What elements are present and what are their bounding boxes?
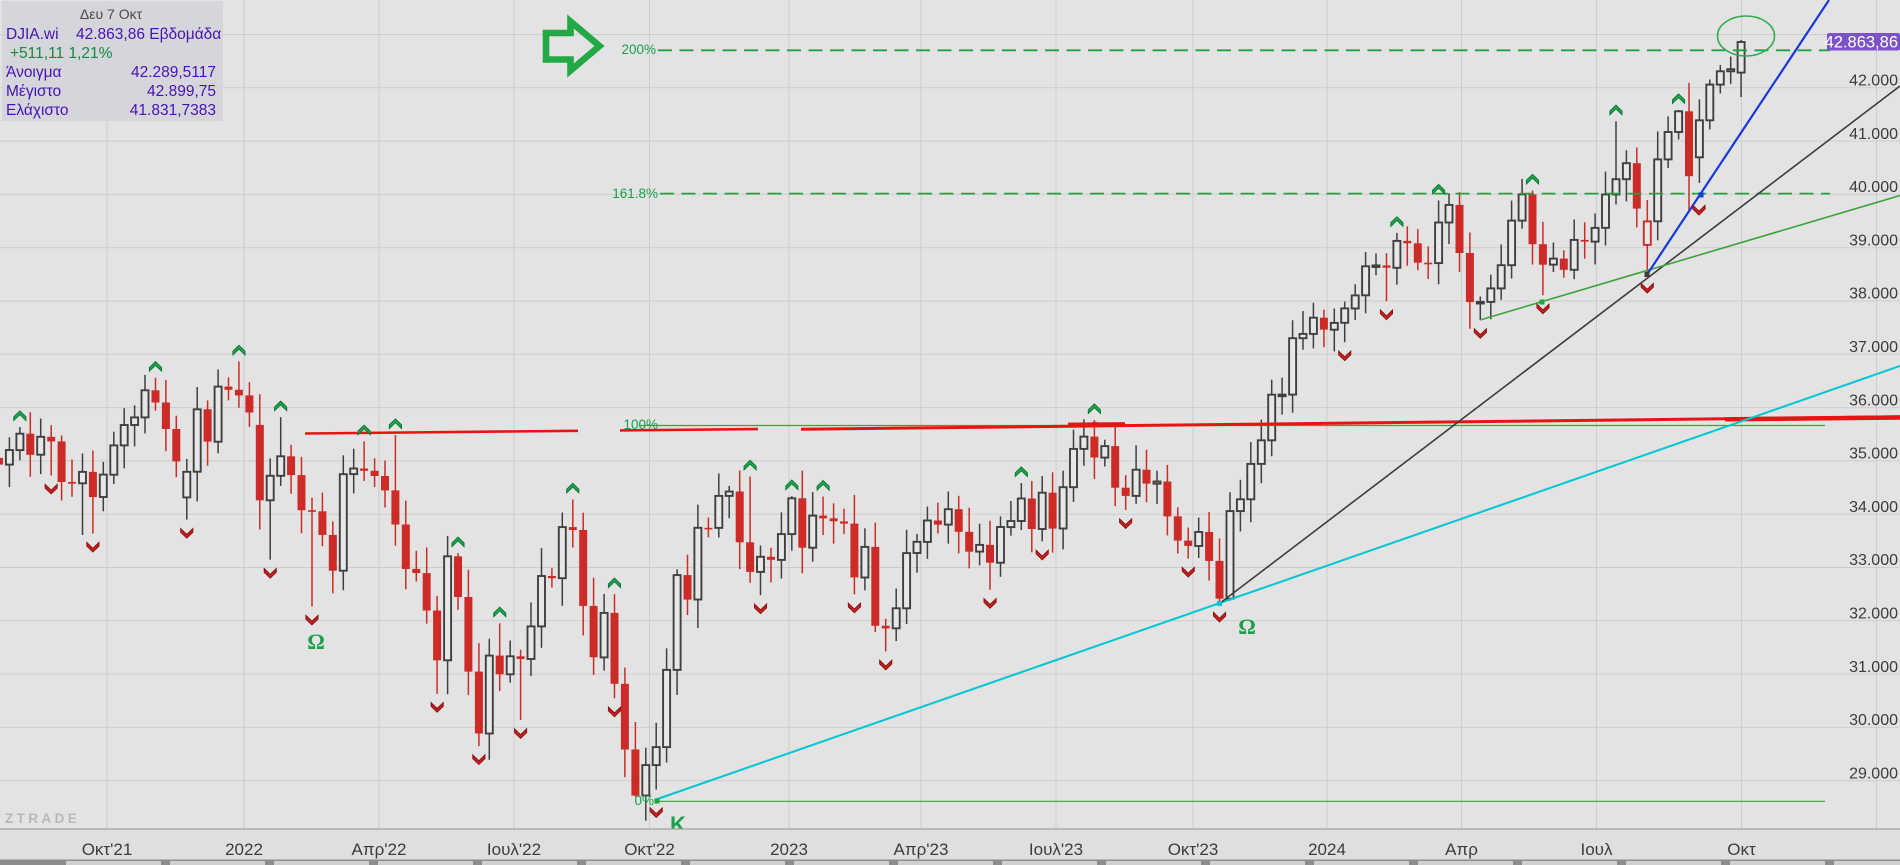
- svg-text:42.863,86 Εβδομάδα: 42.863,86 Εβδομάδα: [76, 26, 221, 43]
- svg-text:34.000: 34.000: [1849, 499, 1898, 516]
- svg-text:Οκτ'22: Οκτ'22: [624, 840, 675, 859]
- svg-text:Άνοιγμα: Άνοιγμα: [6, 64, 62, 81]
- svg-text:Δευ 7 Οκτ: Δευ 7 Οκτ: [80, 6, 143, 22]
- svg-text:41.000: 41.000: [1849, 126, 1898, 143]
- svg-text:200%: 200%: [621, 42, 656, 57]
- svg-text:42.289,5117: 42.289,5117: [131, 64, 216, 81]
- svg-text:Μέγιστο: Μέγιστο: [6, 83, 61, 100]
- svg-text:39.000: 39.000: [1849, 232, 1898, 249]
- svg-text:Απρ'23: Απρ'23: [894, 840, 949, 859]
- svg-text:Ιουλ'23: Ιουλ'23: [1029, 840, 1083, 859]
- svg-text:ZTRADE: ZTRADE: [5, 811, 80, 826]
- svg-text:Απρ: Απρ: [1445, 840, 1478, 859]
- svg-text:DJIA.wi: DJIA.wi: [6, 26, 59, 43]
- svg-text:2023: 2023: [770, 840, 808, 859]
- svg-text:33.000: 33.000: [1849, 552, 1898, 569]
- svg-text:Απρ'22: Απρ'22: [352, 840, 407, 859]
- svg-text:42.000: 42.000: [1849, 73, 1898, 90]
- svg-text:31.000: 31.000: [1849, 659, 1898, 676]
- svg-text:30.000: 30.000: [1849, 712, 1898, 729]
- svg-text:0%: 0%: [634, 793, 654, 808]
- svg-text:42.899,75: 42.899,75: [147, 83, 216, 100]
- svg-text:41.831,7383: 41.831,7383: [130, 102, 216, 119]
- svg-text:+511,11 1,21%: +511,11 1,21%: [10, 45, 113, 62]
- svg-text:36.000: 36.000: [1849, 392, 1898, 409]
- svg-text:32.000: 32.000: [1849, 606, 1898, 623]
- svg-text:Ιουλ'22: Ιουλ'22: [487, 840, 541, 859]
- svg-text:Οκτ'23: Οκτ'23: [1168, 840, 1219, 859]
- svg-text:100%: 100%: [623, 417, 658, 432]
- svg-text:161.8%: 161.8%: [612, 186, 658, 201]
- svg-text:2024: 2024: [1308, 840, 1346, 859]
- svg-text:35.000: 35.000: [1849, 446, 1898, 463]
- svg-text:42.863,86: 42.863,86: [1825, 34, 1898, 52]
- svg-text:38.000: 38.000: [1849, 286, 1898, 303]
- svg-text:Οκτ: Οκτ: [1727, 840, 1756, 859]
- svg-text:37.000: 37.000: [1849, 339, 1898, 356]
- svg-text:Οκτ'21: Οκτ'21: [82, 840, 133, 859]
- svg-text:2022: 2022: [225, 840, 263, 859]
- svg-text:29.000: 29.000: [1849, 765, 1898, 782]
- svg-text:Ω: Ω: [1238, 614, 1256, 639]
- svg-text:Ω: Ω: [307, 629, 325, 654]
- svg-text:40.000: 40.000: [1849, 179, 1898, 196]
- svg-text:Ελάχιστο: Ελάχιστο: [6, 102, 68, 119]
- svg-text:Ιουλ: Ιουλ: [1581, 840, 1613, 859]
